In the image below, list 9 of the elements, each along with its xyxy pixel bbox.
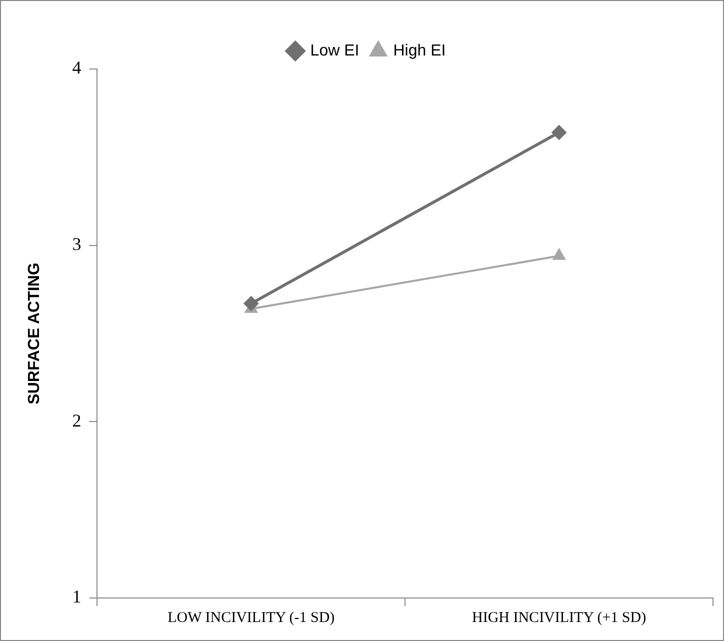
y-tick-label: 2 [72, 410, 82, 430]
y-tick-label: 3 [72, 234, 82, 254]
x-tick-label: HIGH INCIVILITY (+1 SD) [472, 610, 646, 626]
legend-label: High EI [393, 42, 446, 60]
y-tick-label: 1 [72, 586, 82, 607]
y-tick-label: 4 [72, 58, 82, 78]
y-axis-title: SURFACE ACTING [26, 262, 44, 404]
x-tick-label: LOW INCIVILITY (-1 SD) [168, 610, 335, 626]
legend-label: Low EI [310, 42, 360, 60]
